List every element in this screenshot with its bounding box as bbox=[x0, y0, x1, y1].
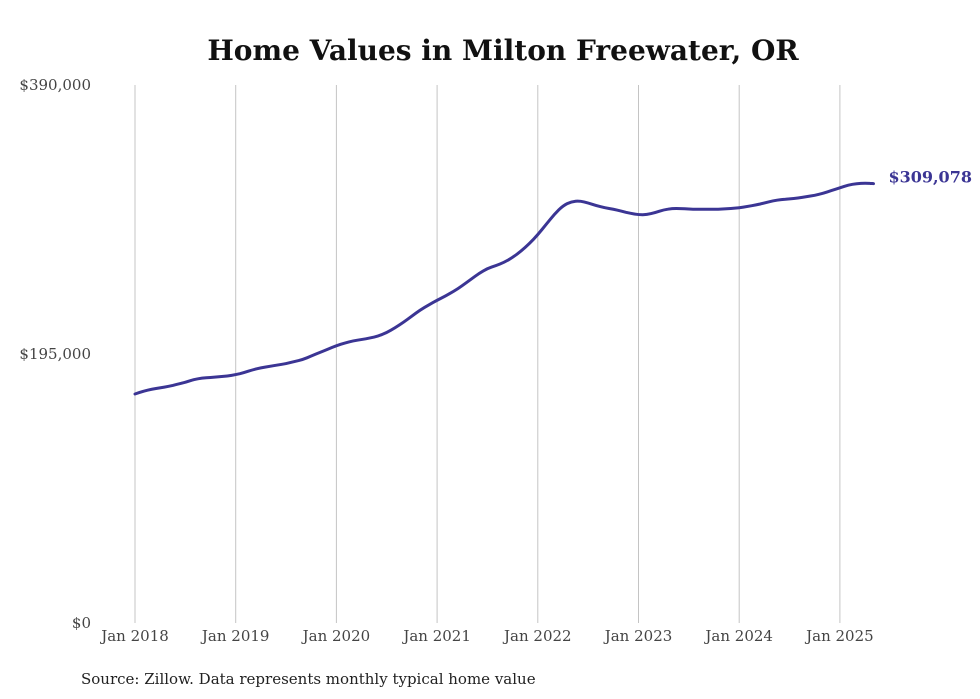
y-axis-tick-labels: $0 $195,000 $390,000 bbox=[19, 76, 91, 632]
x-tick-label: Jan 2019 bbox=[200, 627, 270, 645]
x-tick-label: Jan 2025 bbox=[804, 627, 874, 645]
last-value-label: $309,078 bbox=[888, 168, 972, 187]
x-axis-tick-labels: Jan 2018 Jan 2019 Jan 2020 Jan 2021 Jan 2022… bbox=[99, 627, 873, 645]
y-tick-label: $390,000 bbox=[19, 76, 91, 94]
y-tick-label: $195,000 bbox=[19, 345, 91, 363]
y-tick-label: $0 bbox=[72, 614, 91, 632]
x-tick-label: Jan 2022 bbox=[502, 627, 572, 645]
home-value-series-line bbox=[133, 181, 875, 396]
x-tick-label: Jan 2023 bbox=[603, 627, 673, 645]
vertical-gridlines bbox=[134, 85, 841, 623]
x-tick-label: Jan 2020 bbox=[301, 627, 371, 645]
x-tick-label: Jan 2018 bbox=[99, 627, 169, 645]
source-note: Source: Zillow. Data represents monthly … bbox=[81, 670, 536, 688]
chart-title: Home Values in Milton Freewater, OR bbox=[207, 34, 799, 67]
x-tick-label: Jan 2024 bbox=[703, 627, 773, 645]
x-tick-label: Jan 2021 bbox=[401, 627, 471, 645]
